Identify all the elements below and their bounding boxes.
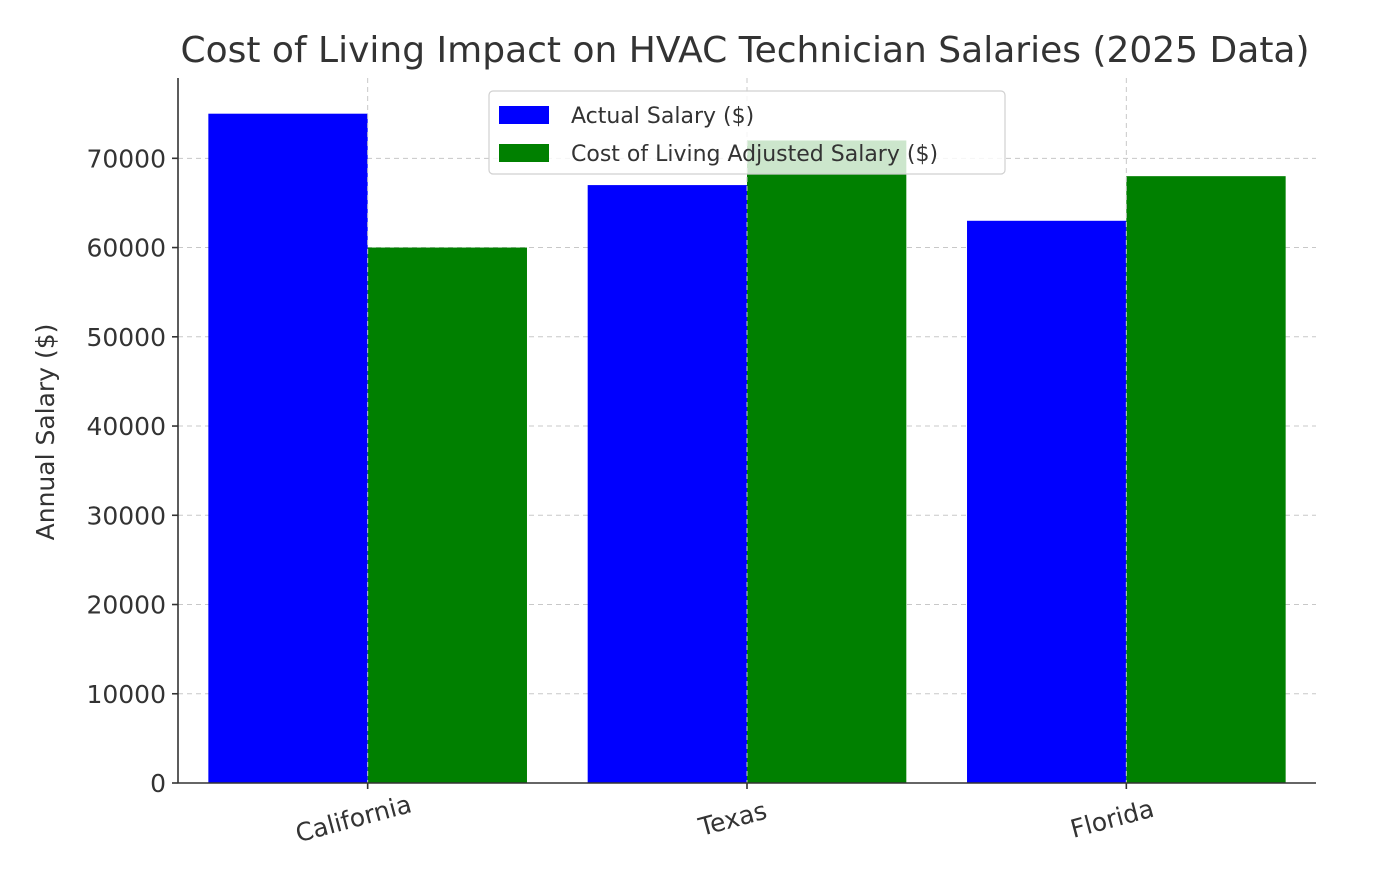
x-tick-label-florida: Florida (1067, 794, 1157, 844)
x-tick-label-california: California (292, 789, 414, 848)
y-axis-ticks: 0 10000 20000 30000 40000 50000 60000 70000 (86, 144, 178, 798)
legend-box (488, 90, 1006, 175)
bar-adjusted-salary-florida (1126, 176, 1286, 783)
bar-actual-salary-florida (967, 220, 1127, 784)
y-tick-label: 40000 (86, 412, 166, 441)
bar-actual-salary-texas (587, 185, 747, 783)
legend-label: Cost of Living Adjusted Salary ($) (571, 142, 938, 167)
y-tick-label: 20000 (86, 591, 166, 620)
y-tick-label: 10000 (86, 680, 166, 709)
legend-label: Actual Salary ($) (571, 104, 754, 129)
bars (208, 113, 1286, 784)
y-tick-label: 30000 (86, 501, 166, 530)
x-tick-label-texas: Texas (695, 796, 770, 842)
legend-swatch (499, 106, 549, 124)
legend-swatch (499, 144, 549, 162)
bar-actual-salary-california (208, 113, 368, 783)
y-tick-label: 70000 (86, 144, 166, 173)
y-tick-label: 0 (150, 769, 166, 798)
chart-title: Cost of Living Impact on HVAC Technician… (180, 30, 1309, 71)
y-tick-label: 60000 (86, 234, 166, 263)
x-axis-ticks: California Texas Florida (292, 783, 1157, 848)
y-tick-label: 50000 (86, 323, 166, 352)
grid-overlay (367, 78, 1127, 783)
bar-adjusted-salary-california (367, 247, 527, 784)
legend: Actual Salary ($) Cost of Living Adjusted… (488, 90, 1006, 175)
y-axis-label: Annual Salary ($) (31, 324, 60, 541)
bar-adjusted-salary-texas (747, 140, 907, 783)
